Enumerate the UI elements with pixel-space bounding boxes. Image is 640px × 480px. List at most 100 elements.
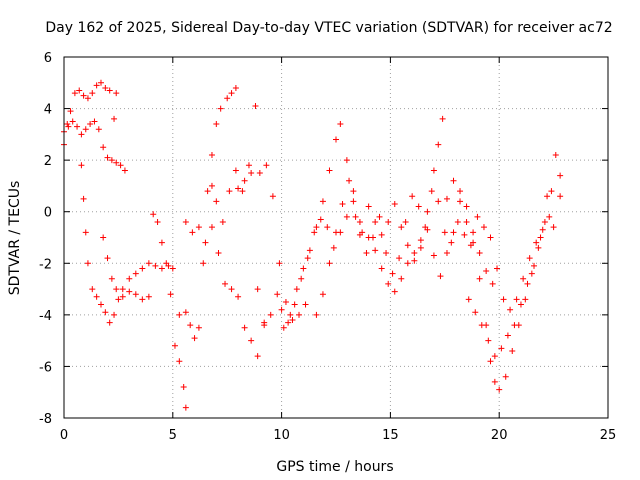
data-point [391,200,398,207]
x-tick-label: 25 [600,428,617,443]
data-point [557,193,564,200]
data-point [150,211,157,218]
data-point [539,226,546,233]
y-tick-label: -4 [39,309,52,324]
data-point [343,213,350,220]
data-point [228,90,235,97]
data-point [531,262,538,269]
data-point [496,386,503,393]
x-axis-label: GPS time / hours [276,459,393,475]
data-point [71,90,78,97]
data-point [378,231,385,238]
data-point [213,121,220,128]
data-point [448,239,455,246]
data-point [121,167,128,174]
data-point [139,296,146,303]
data-point [337,121,344,128]
data-point [261,322,268,329]
data-point [500,296,507,303]
data-point [356,219,363,226]
data-point [476,249,483,256]
data-point [208,224,215,231]
grid-layer [64,57,608,418]
data-point [396,255,403,262]
data-point [524,280,531,287]
data-point [132,270,139,277]
data-point [241,324,248,331]
data-point [158,239,165,246]
data-point [528,270,535,277]
data-point [100,144,107,151]
data-point [248,170,255,177]
data-point [152,262,159,269]
data-point [278,306,285,313]
data-point [550,224,557,231]
data-point [437,273,444,280]
data-point [557,172,564,179]
data-point [182,219,189,226]
data-point [365,203,372,210]
data-point [513,296,520,303]
data-point [239,188,246,195]
x-tick-label: 15 [382,428,399,443]
data-point [430,167,437,174]
data-point [200,260,207,267]
data-point [187,322,194,329]
data-point [417,244,424,251]
data-point [256,170,263,177]
y-tick-label: 4 [44,103,52,118]
data-point [235,185,242,192]
data-point [202,239,209,246]
series-track-f [182,219,268,360]
data-point [472,309,479,316]
data-point [298,275,305,282]
data-point [254,353,261,360]
data-point [291,301,298,308]
data-point [280,324,287,331]
data-point [232,167,239,174]
data-point [507,306,514,313]
data-point [533,239,540,246]
data-point [95,126,102,133]
data-point [154,219,161,226]
data-point [352,213,359,220]
data-point [282,298,289,305]
data-point [195,324,202,331]
chart-title: Day 162 of 2025, Sidereal Day-to-day VTE… [45,20,612,36]
data-point [470,229,477,236]
y-tick-label: -2 [39,257,52,272]
series-track-h [235,121,363,331]
data-point [463,203,470,210]
data-point [108,157,115,164]
data-point [80,92,87,99]
data-point [383,249,390,256]
data-point [287,311,294,318]
data-point [167,291,174,298]
data-point [80,195,87,202]
series-track-l [465,193,564,360]
data-point [439,115,446,122]
series-track-e [176,84,239,342]
data-point [363,249,370,256]
data-point [402,219,409,226]
data-point [317,216,324,223]
data-point [104,154,111,161]
data-point [385,280,392,287]
y-tick-layer: -8 -6 -4 -2 0 2 4 6 [39,51,608,427]
data-point [117,162,124,169]
data-point [204,188,211,195]
data-point [213,198,220,205]
data-point [457,198,464,205]
data-point [300,265,307,272]
data-point [522,296,529,303]
data-point [319,198,326,205]
data-point [100,234,107,241]
data-point [102,84,109,91]
y-tick-label: 0 [44,206,52,221]
data-point [97,301,104,308]
data-point [82,126,89,133]
data-point [517,301,524,308]
data-point [269,193,276,200]
data-point [313,224,320,231]
